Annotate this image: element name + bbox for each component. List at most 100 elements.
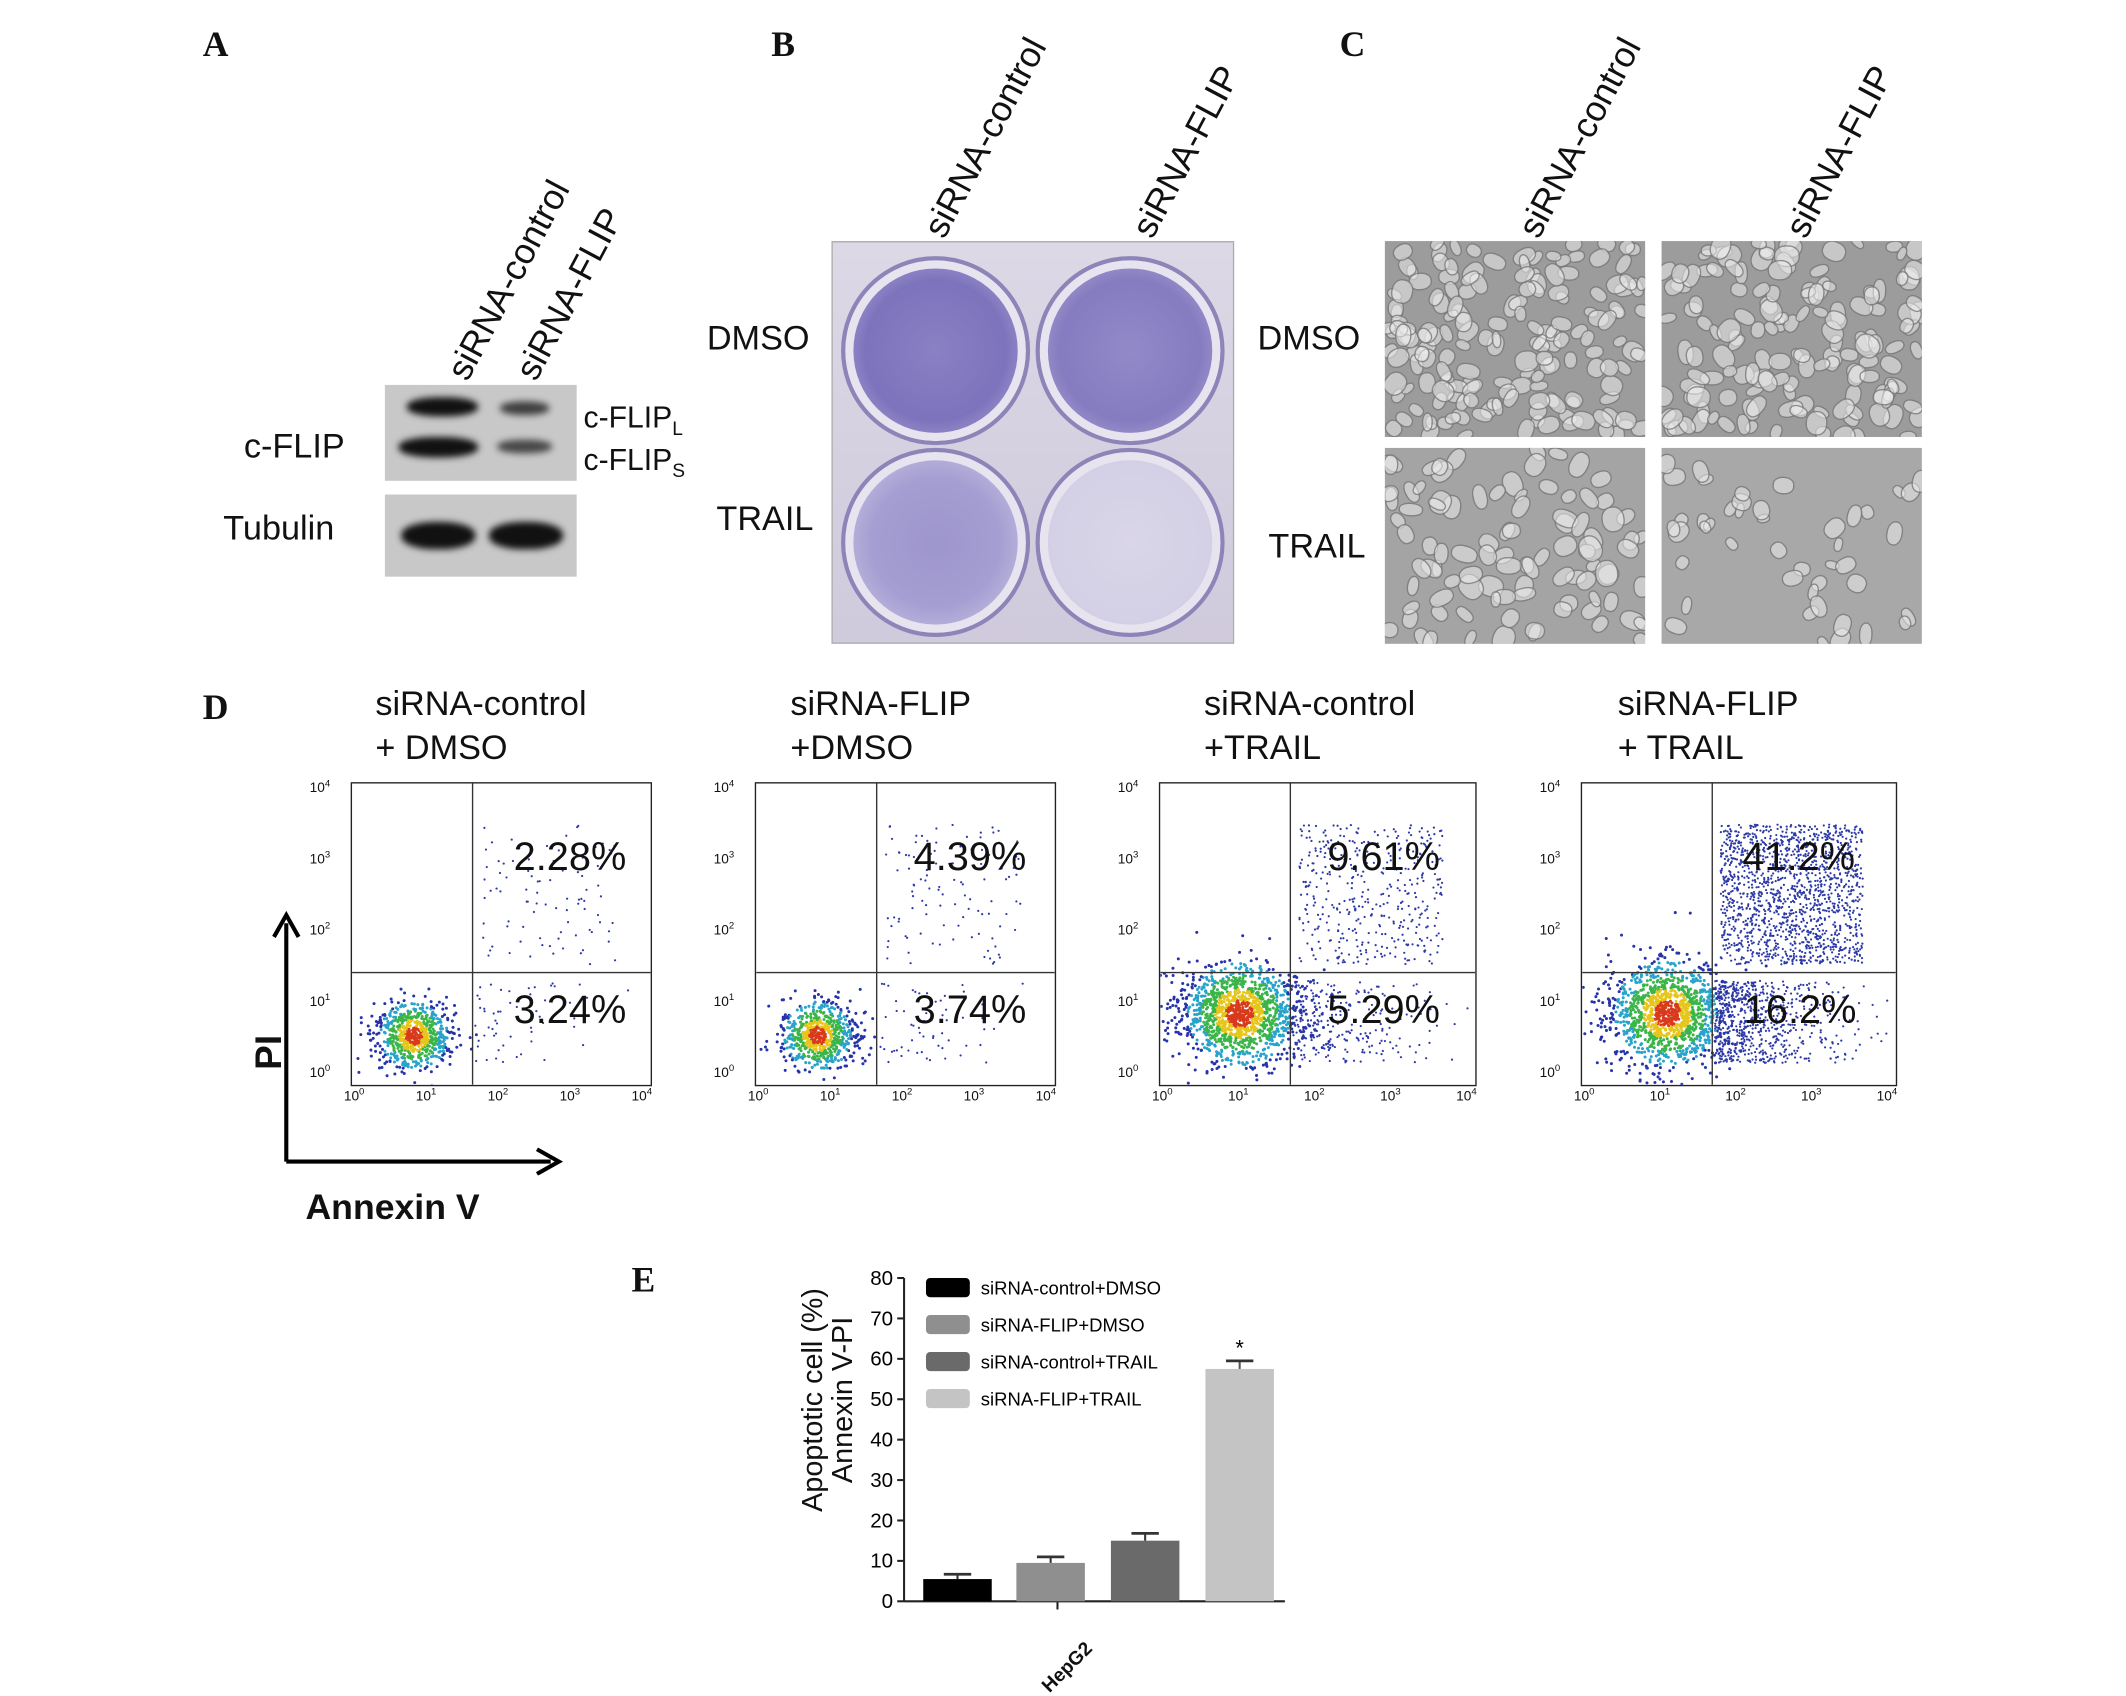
flow-event xyxy=(903,1010,905,1012)
flow-event xyxy=(1434,925,1436,927)
flow-event xyxy=(1411,883,1413,885)
flow-event xyxy=(1261,981,1264,984)
flow-event xyxy=(1271,995,1274,998)
flow-event xyxy=(1215,1029,1218,1032)
cell xyxy=(1395,521,1418,546)
flow-event xyxy=(1628,1069,1631,1072)
cell xyxy=(1769,352,1792,370)
flow-event xyxy=(1238,1051,1241,1054)
flow-event xyxy=(608,941,610,943)
flow-event xyxy=(1219,979,1222,982)
flow-event xyxy=(1679,1001,1682,1004)
flow-event xyxy=(1251,1021,1254,1024)
flow-event xyxy=(1727,1010,1730,1013)
flow-event xyxy=(1234,966,1237,969)
flow-event xyxy=(1302,1019,1304,1021)
flow-event xyxy=(1292,1034,1294,1036)
cell xyxy=(1630,629,1645,643)
flow-event xyxy=(814,1038,817,1041)
flow-event xyxy=(1677,981,1680,984)
flow-event xyxy=(837,1059,840,1062)
flow-event xyxy=(1266,961,1269,964)
flow-event xyxy=(885,853,887,855)
flow-event xyxy=(495,887,497,889)
flow-event xyxy=(1362,1037,1364,1039)
flow-event xyxy=(1263,983,1266,986)
flow-event xyxy=(935,827,937,829)
flow-event xyxy=(960,1054,962,1056)
flow-event xyxy=(1238,951,1241,954)
flow-event xyxy=(1274,1010,1277,1013)
flow-event xyxy=(851,1029,854,1032)
flow-event xyxy=(804,1068,807,1071)
flow-event xyxy=(831,1060,834,1063)
flow-event xyxy=(1414,908,1416,910)
flow-event xyxy=(1253,996,1256,999)
flow-event xyxy=(814,1013,817,1016)
flow-event xyxy=(1202,1010,1205,1013)
flow-event xyxy=(1351,882,1353,884)
flow-event xyxy=(1238,1034,1241,1037)
flow-event xyxy=(1239,1011,1242,1014)
flow-event xyxy=(1662,1060,1665,1063)
flow-event xyxy=(1370,914,1372,916)
flow-event xyxy=(1249,1041,1252,1044)
flow-event xyxy=(932,942,934,944)
flow-event xyxy=(825,1015,828,1018)
flow-event xyxy=(991,826,993,828)
flow-event xyxy=(1207,1040,1210,1043)
flow-event xyxy=(1361,1051,1363,1053)
flow-event xyxy=(819,1010,822,1013)
flow-event xyxy=(829,1050,832,1053)
flow-event xyxy=(1267,1018,1270,1021)
flow-event xyxy=(1214,1018,1217,1021)
flow-event xyxy=(1241,1002,1244,1005)
flow-event xyxy=(863,1029,866,1032)
flow-event xyxy=(498,860,500,862)
flow-event xyxy=(781,1033,784,1036)
flow-event xyxy=(1351,898,1353,900)
flow-event xyxy=(1245,1033,1248,1036)
flow-event xyxy=(1357,827,1359,829)
flow-event xyxy=(1428,960,1430,962)
flow-event xyxy=(1355,831,1357,833)
flow-event xyxy=(788,1021,791,1024)
flow-event xyxy=(1221,1043,1224,1046)
flow-event xyxy=(1367,1037,1369,1039)
flow-event xyxy=(1652,981,1655,984)
flow-event xyxy=(954,903,956,905)
flow-event xyxy=(891,838,893,840)
flow-event xyxy=(1221,1059,1224,1062)
flow-event xyxy=(1605,1017,1608,1020)
flow-event xyxy=(1383,915,1385,917)
flow-event xyxy=(1227,979,1230,982)
flow-event xyxy=(1416,983,1418,985)
flow-event xyxy=(839,1066,842,1069)
cell xyxy=(1876,352,1905,379)
flow-event xyxy=(1348,928,1350,930)
flow-event xyxy=(1322,871,1324,873)
flow-event xyxy=(1676,1028,1679,1031)
flow-event xyxy=(1296,1031,1298,1033)
flow-event xyxy=(1310,1037,1312,1039)
flow-event xyxy=(1361,941,1363,943)
flow-event xyxy=(1374,831,1376,833)
flow-event xyxy=(490,890,492,892)
flow-event xyxy=(1196,1039,1199,1042)
flow-event xyxy=(1218,1020,1221,1023)
flow-event xyxy=(1435,917,1437,919)
flow-event xyxy=(1381,946,1383,948)
flow-event xyxy=(1186,1026,1189,1029)
flow-event xyxy=(796,1009,799,1012)
flow-event xyxy=(1298,1010,1300,1012)
flow-event xyxy=(1200,1049,1203,1052)
flow-event xyxy=(1437,884,1439,886)
flow-event xyxy=(1248,1044,1251,1047)
flow-title-2: siRNA-FLIP+DMSO xyxy=(790,682,971,770)
flow-event xyxy=(830,1056,833,1059)
flow-event xyxy=(824,1035,827,1038)
flow-event xyxy=(1666,1037,1669,1040)
flow-event xyxy=(611,922,613,924)
cell xyxy=(1514,305,1527,323)
flow-event xyxy=(1329,1047,1331,1049)
